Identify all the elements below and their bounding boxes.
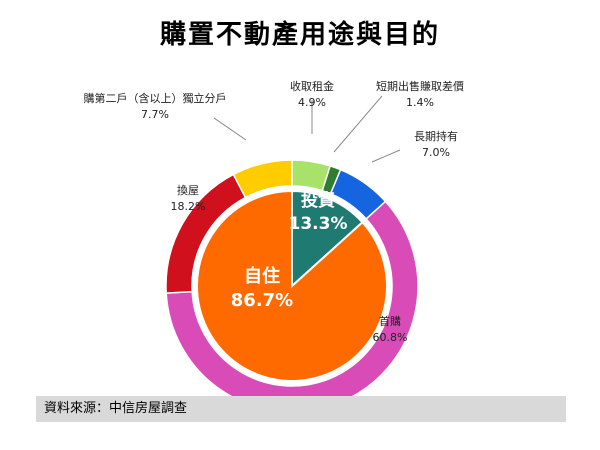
inner-label-1: 自住 <box>244 265 280 287</box>
leader-line-5 <box>213 117 247 141</box>
outer-value-1: 1.4% <box>406 96 434 109</box>
outer-ring <box>165 159 419 413</box>
outer-label-5: 購第二戶（含以上）獨立分戶 <box>84 91 227 105</box>
inner-label-0: 投資 <box>301 190 335 211</box>
outer-value-3: 60.8% <box>373 331 408 344</box>
inner-value-1: 86.7% <box>231 290 293 311</box>
inner-pie <box>196 189 388 382</box>
outer-slice-5 <box>232 159 293 199</box>
outer-label-0: 收取租金 <box>290 79 334 93</box>
inner-slice-0 <box>291 189 364 289</box>
outer-slice-3 <box>165 200 419 413</box>
leader-line-1 <box>333 95 383 153</box>
outer-label-4: 換屋 <box>177 184 199 197</box>
outer-label-3: 首購 <box>379 314 401 328</box>
slice-labels: 投資 13.3% 自住 86.7% 收取租金 4.9% 短期出售賺取差價 1.4% 長期持有 7.… <box>84 79 465 344</box>
outer-value-0: 4.9% <box>298 96 326 109</box>
inner-slice-1 <box>196 189 388 382</box>
inner-value-0: 13.3% <box>289 214 348 234</box>
outer-value-5: 7.7% <box>141 108 169 121</box>
outer-value-4: 18.2% <box>171 200 206 213</box>
outer-label-1: 短期出售賺取差價 <box>376 79 464 93</box>
source-note: 資料來源：中信房屋調查 <box>36 396 566 422</box>
leader-line-2 <box>371 149 401 163</box>
outer-label-2: 長期持有 <box>414 129 458 143</box>
chart-title: 購置不動產用途與目的 <box>159 20 440 50</box>
outer-value-2: 7.0% <box>422 146 450 159</box>
leader-lines <box>213 95 401 163</box>
